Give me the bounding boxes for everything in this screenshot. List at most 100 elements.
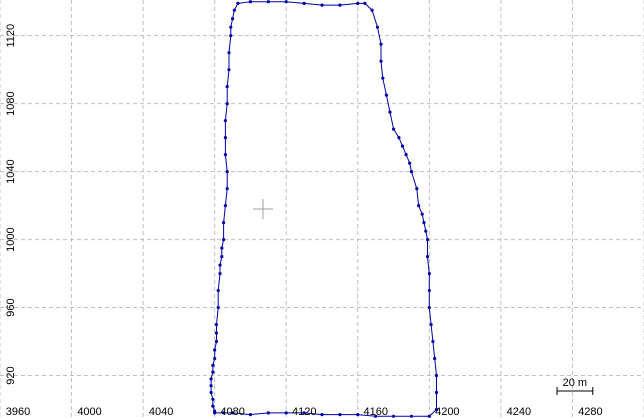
track-point bbox=[302, 1, 306, 5]
track-point bbox=[225, 85, 229, 89]
track-point bbox=[211, 397, 215, 401]
track-point bbox=[415, 187, 419, 191]
track-point bbox=[404, 153, 408, 157]
track-point bbox=[397, 136, 401, 140]
y-tick-label: 1040 bbox=[5, 159, 17, 183]
x-tick-label: 4120 bbox=[292, 406, 316, 418]
track-point bbox=[391, 414, 396, 418]
track-point bbox=[420, 212, 424, 216]
x-tick-label: 4240 bbox=[507, 406, 531, 418]
track-point bbox=[434, 390, 439, 395]
track-point bbox=[213, 348, 217, 352]
track-point bbox=[374, 414, 378, 418]
track-point bbox=[427, 288, 431, 293]
track-point bbox=[218, 263, 222, 267]
y-tick-label: 1120 bbox=[5, 24, 17, 48]
x-tick-label: 4080 bbox=[220, 406, 244, 418]
track-point bbox=[248, 413, 253, 417]
track-point bbox=[408, 161, 412, 165]
track-point bbox=[229, 25, 233, 29]
track-point bbox=[417, 204, 421, 208]
track-point bbox=[209, 384, 213, 388]
track-point bbox=[220, 254, 224, 259]
track-point bbox=[225, 102, 229, 106]
track-point bbox=[266, 411, 270, 415]
track-point bbox=[431, 339, 435, 344]
track-point bbox=[434, 373, 439, 378]
scale-bar-label: 20 m bbox=[563, 377, 587, 389]
track-point bbox=[375, 25, 380, 29]
track-point bbox=[214, 322, 219, 327]
track-point bbox=[424, 229, 428, 233]
track-point bbox=[214, 331, 219, 335]
track-point bbox=[216, 305, 220, 310]
track-points bbox=[209, 0, 439, 418]
x-tick-label: 4160 bbox=[364, 406, 388, 418]
track-point bbox=[222, 237, 226, 242]
track-line bbox=[210, 1, 437, 417]
track-point bbox=[429, 322, 433, 327]
track-point bbox=[302, 411, 306, 415]
x-tick-label: 4280 bbox=[578, 406, 602, 418]
track-point bbox=[209, 390, 213, 395]
y-tick-label: 920 bbox=[5, 366, 17, 384]
y-tick-labels: 920 960 1000 1040 1080 1120 bbox=[5, 24, 17, 385]
center-crosshair-icon bbox=[252, 199, 273, 219]
track-point bbox=[220, 246, 224, 250]
track-point bbox=[223, 204, 227, 208]
track-point bbox=[214, 339, 219, 344]
track-point bbox=[381, 76, 385, 80]
track-point bbox=[409, 170, 414, 174]
track-point bbox=[363, 1, 367, 5]
track-point bbox=[284, 411, 288, 415]
track-point bbox=[433, 356, 437, 361]
track-point bbox=[379, 59, 383, 63]
track-point bbox=[284, 0, 288, 4]
track-point bbox=[338, 413, 342, 417]
track-point bbox=[320, 3, 324, 7]
track-point bbox=[213, 409, 217, 413]
y-tick-label: 960 bbox=[5, 298, 17, 316]
y-tick-label: 1080 bbox=[5, 91, 17, 115]
track-point bbox=[230, 17, 235, 21]
track-point bbox=[422, 220, 426, 225]
track-point bbox=[379, 42, 383, 46]
x-tick-label: 4000 bbox=[77, 406, 101, 418]
track-point bbox=[223, 119, 227, 123]
track-point bbox=[223, 153, 227, 157]
track-point bbox=[222, 220, 226, 225]
track-point bbox=[211, 404, 215, 408]
x-tick-label: 4200 bbox=[435, 406, 459, 418]
track-point bbox=[425, 237, 430, 242]
x-tick-label: 3960 bbox=[6, 406, 30, 418]
x-tick-labels: 3960400040404080412041604200424042804320 bbox=[6, 406, 603, 418]
track-point bbox=[427, 414, 431, 418]
x-tick-label: 4040 bbox=[149, 406, 173, 418]
track-point bbox=[434, 407, 439, 412]
track-point bbox=[391, 127, 396, 131]
y-tick-label: 1000 bbox=[5, 227, 17, 251]
track-point bbox=[211, 370, 215, 374]
track-point bbox=[223, 136, 227, 140]
track-point bbox=[225, 170, 229, 174]
track-point bbox=[236, 1, 240, 5]
track-point bbox=[427, 271, 431, 276]
track-point bbox=[356, 413, 360, 417]
track-point bbox=[266, 0, 270, 4]
track-point bbox=[218, 271, 222, 276]
track-point bbox=[384, 93, 388, 97]
track-point bbox=[222, 411, 226, 415]
track-point bbox=[388, 110, 392, 114]
track-point bbox=[227, 68, 231, 72]
scale-bar: 20 m bbox=[556, 377, 594, 395]
track-point bbox=[409, 414, 414, 418]
track-point bbox=[211, 363, 215, 367]
track-point bbox=[370, 8, 374, 12]
track-point bbox=[213, 356, 217, 361]
track-point bbox=[209, 377, 213, 381]
track-point bbox=[230, 411, 235, 415]
track-point bbox=[232, 8, 236, 12]
